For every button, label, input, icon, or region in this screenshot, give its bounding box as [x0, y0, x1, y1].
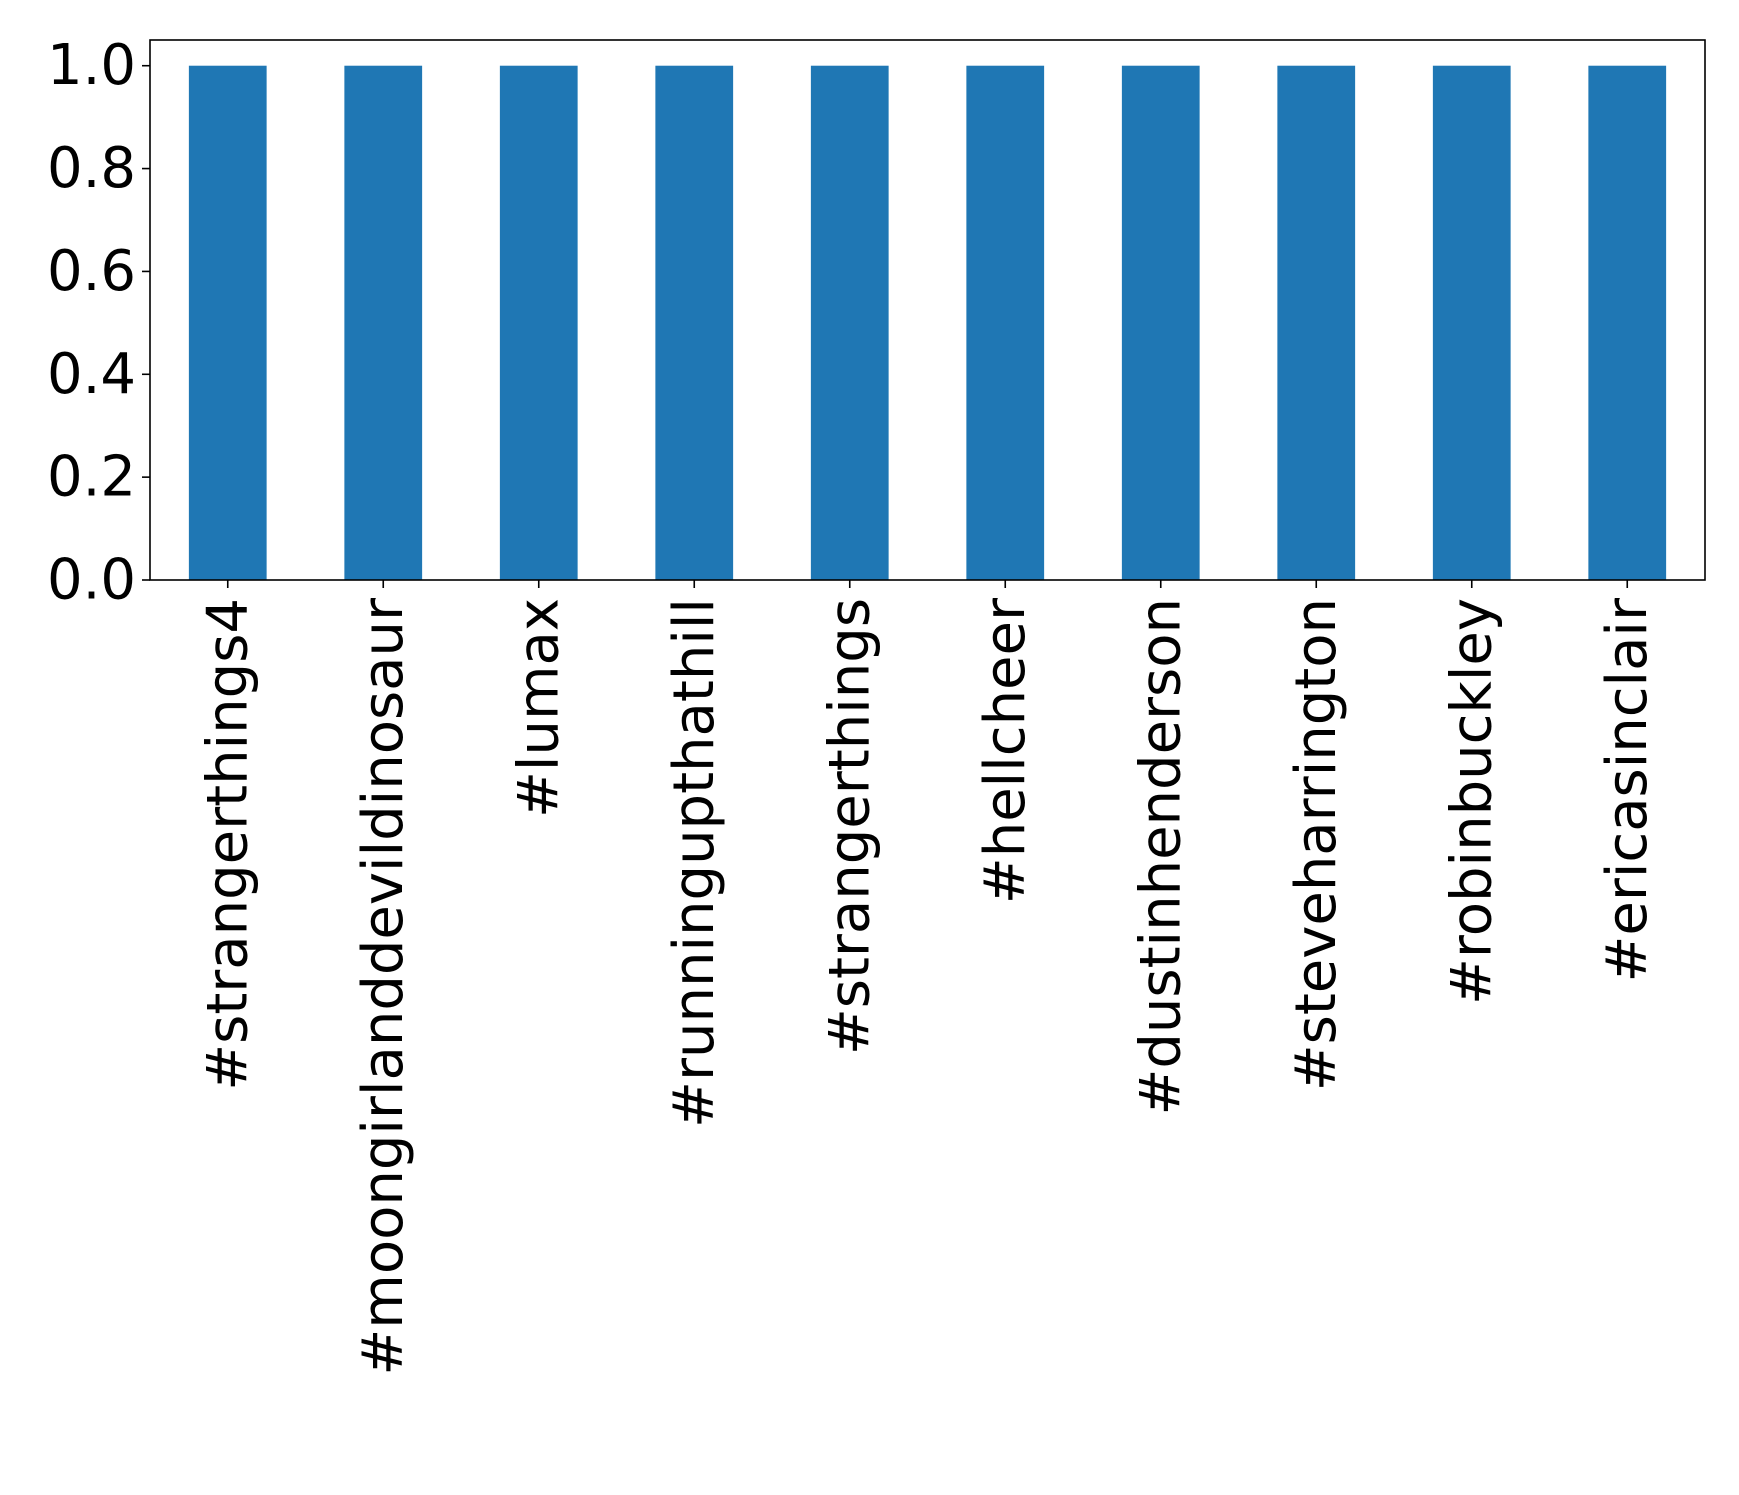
plot-frame — [149, 39, 1706, 581]
bar-runningupthathill — [655, 65, 734, 580]
x-tick-label: #moongirlanddevildinosaur — [351, 597, 416, 1376]
x-tick-label: #runningupthathill — [662, 598, 727, 1128]
x-tick-label: #robinbuckley — [1439, 598, 1504, 1005]
x-tick-label: #strangerthings — [817, 598, 882, 1055]
y-axis: 0.0 0.2 0.4 0.6 0.8 1.0 — [47, 33, 150, 613]
bars-layer — [188, 65, 1667, 580]
bar-strangerthings4 — [188, 65, 267, 580]
y-tick-label: 0.2 — [47, 445, 136, 510]
bar-hellcheer — [966, 65, 1045, 580]
x-tick-label: #dustinhenderson — [1128, 598, 1193, 1116]
bar-moongirlanddevildinosaur — [344, 65, 423, 580]
y-tick-label: 0.6 — [47, 239, 136, 304]
y-tick-label: 1.0 — [47, 33, 136, 98]
bar-lumax — [499, 65, 578, 580]
y-tick-label: 0.0 — [47, 548, 136, 613]
x-tick-label: #hellcheer — [973, 597, 1038, 904]
x-axis: #strangerthings4 #moongirlanddevildinosau… — [195, 580, 1660, 1376]
x-tick-label: #ericasinclair — [1595, 597, 1660, 983]
x-tick-label: #strangerthings4 — [195, 598, 260, 1091]
x-tick-label: #steveharrington — [1284, 598, 1349, 1091]
bar-ericasinclair — [1588, 65, 1667, 580]
y-tick-label: 0.4 — [47, 342, 136, 407]
bar-dustinhenderson — [1121, 65, 1200, 580]
x-tick-label: #lumax — [506, 598, 571, 818]
bar-steveharrington — [1277, 65, 1356, 580]
y-tick-label: 0.8 — [47, 136, 136, 201]
bar-robinbuckley — [1432, 65, 1511, 580]
bar-strangerthings — [810, 65, 889, 580]
